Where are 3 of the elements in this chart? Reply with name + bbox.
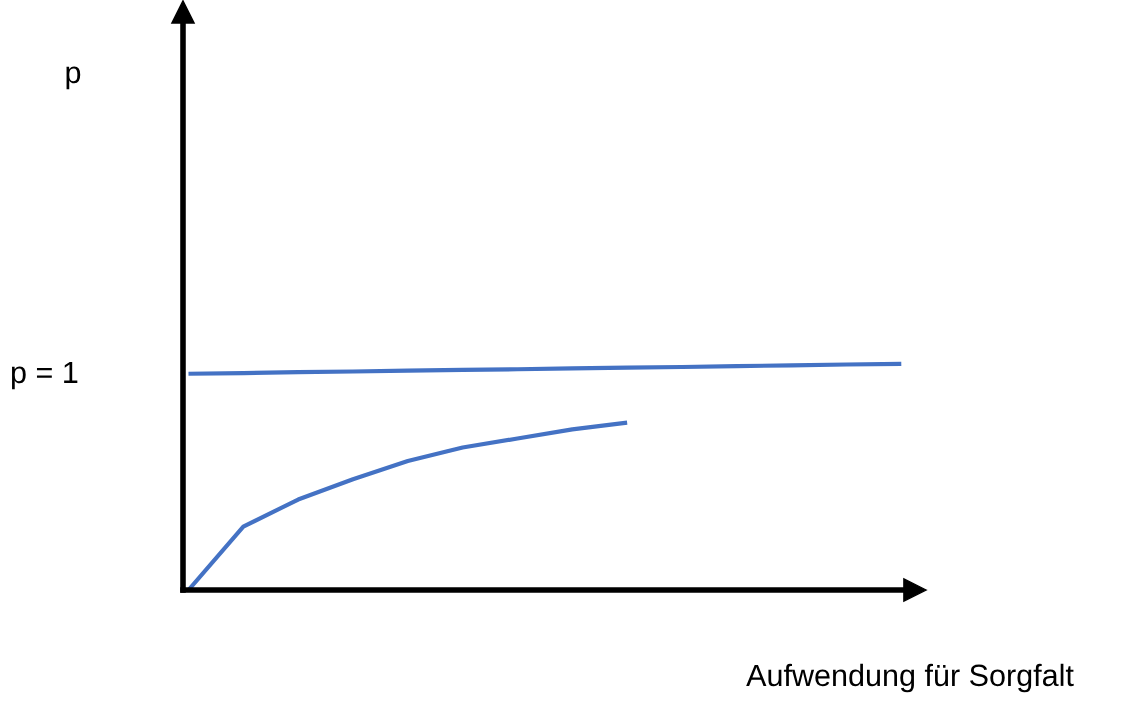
text: p = 1: [11, 361, 78, 390]
text: p: [66, 66, 81, 90]
x-axis-title: Aufwendung für Sorgfalt: [746, 663, 1074, 693]
